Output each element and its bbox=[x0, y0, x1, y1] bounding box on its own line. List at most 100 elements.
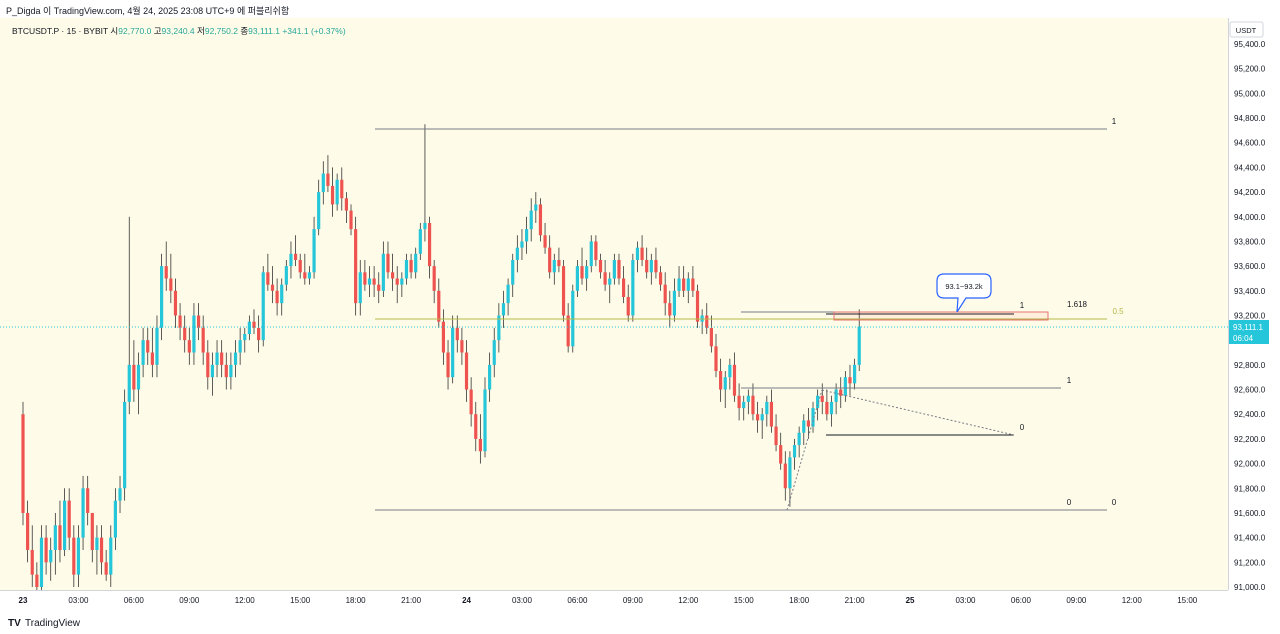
trend-dotted-up bbox=[786, 389, 823, 511]
candle-body bbox=[723, 377, 727, 390]
current-price-value: 93,111.1 bbox=[1233, 323, 1264, 332]
candle-body bbox=[580, 266, 584, 279]
candle-body bbox=[215, 352, 219, 365]
candle-body bbox=[109, 537, 113, 575]
fib2-label-1: 1 bbox=[1067, 376, 1072, 385]
candle-body bbox=[575, 266, 579, 291]
low-value: 92,750.2 bbox=[204, 26, 238, 36]
candle-body bbox=[848, 377, 852, 384]
close-value: 93,111.1 bbox=[248, 26, 280, 36]
price-tick-label: 95,000.0 bbox=[1234, 89, 1266, 98]
candle-body bbox=[247, 321, 251, 335]
candle-body bbox=[585, 266, 589, 279]
price-tick-label: 93,600.0 bbox=[1234, 262, 1266, 271]
candle-body bbox=[76, 537, 81, 575]
time-axis[interactable] bbox=[0, 590, 1228, 612]
candle-body bbox=[414, 253, 418, 273]
candle-body bbox=[437, 290, 441, 322]
candle-body bbox=[118, 488, 122, 501]
candle-body bbox=[21, 414, 25, 513]
candle-body bbox=[520, 241, 524, 248]
time-tick-label: 03:00 bbox=[955, 596, 976, 605]
candle-body bbox=[377, 284, 381, 291]
price-tick-label: 92,800.0 bbox=[1234, 361, 1266, 370]
candle-body bbox=[35, 574, 39, 587]
candle-body bbox=[44, 537, 48, 563]
time-tick-label: 15:00 bbox=[734, 596, 755, 605]
fib3-label-0: 0 bbox=[1020, 423, 1025, 432]
candle-body bbox=[469, 389, 473, 415]
candle-body bbox=[719, 371, 723, 390]
time-tick-label: 24 bbox=[462, 596, 471, 605]
open-value: 92,770.0 bbox=[118, 26, 152, 36]
candle-body bbox=[321, 173, 325, 193]
time-tick-labels: 23 03:00 06:00 09:00 12:00 15:00 18:00 21:00 24 0… bbox=[19, 596, 1198, 605]
candle-body bbox=[515, 247, 519, 260]
candle-body bbox=[238, 340, 242, 353]
publish-header: P_Digda 이 TradingView.com, 4월 24, 2025 2… bbox=[0, 0, 1280, 18]
currency-box[interactable]: USDT bbox=[1229, 21, 1264, 38]
candle-body bbox=[169, 278, 173, 291]
candle-body bbox=[252, 321, 256, 328]
candle-body bbox=[760, 414, 764, 421]
candle-body bbox=[113, 500, 117, 538]
candle-body bbox=[658, 272, 663, 285]
candle-body bbox=[548, 247, 552, 273]
candle-body bbox=[49, 549, 53, 563]
candle-body bbox=[742, 401, 746, 409]
candle-body bbox=[529, 210, 533, 230]
candle-body bbox=[765, 401, 769, 415]
candle-body bbox=[391, 272, 395, 279]
candle-body bbox=[552, 259, 556, 273]
price-axis[interactable] bbox=[1228, 18, 1280, 590]
change-value: +341.1 (+0.37%) bbox=[282, 26, 346, 36]
candle-body bbox=[293, 253, 298, 260]
time-tick-label: 03:00 bbox=[68, 596, 89, 605]
candle-body bbox=[173, 290, 178, 316]
candle-body bbox=[737, 395, 741, 409]
candle-body bbox=[257, 327, 261, 341]
candle-body bbox=[534, 204, 538, 211]
candle-body bbox=[566, 315, 570, 347]
candle-body bbox=[312, 229, 316, 273]
time-tick-label: 12:00 bbox=[235, 596, 256, 605]
candle-body bbox=[62, 500, 67, 550]
candle-body bbox=[640, 247, 644, 260]
candle-body bbox=[270, 284, 275, 291]
candle-body bbox=[446, 352, 450, 378]
candle-body bbox=[506, 284, 510, 304]
candle-body bbox=[608, 278, 612, 285]
candle-body bbox=[617, 259, 621, 279]
candle-body bbox=[183, 327, 187, 341]
candle-body bbox=[354, 229, 358, 304]
candle-body bbox=[857, 326, 861, 365]
tradingview-logo-icon: TV bbox=[8, 618, 21, 629]
candle-body bbox=[196, 315, 201, 328]
candle-body bbox=[39, 537, 44, 587]
candle-body bbox=[243, 334, 247, 341]
candle-body bbox=[141, 340, 145, 365]
candle-body bbox=[160, 266, 164, 328]
currency-label: USDT bbox=[1236, 26, 1257, 35]
price-tick-label: 93,400.0 bbox=[1234, 287, 1266, 296]
candle-body bbox=[307, 272, 312, 279]
candle-body bbox=[631, 259, 635, 316]
candle-body bbox=[769, 401, 774, 427]
time-tick-label: 21:00 bbox=[401, 596, 422, 605]
candle-body bbox=[783, 463, 787, 489]
time-tick-label: 12:00 bbox=[1122, 596, 1143, 605]
candle-body bbox=[497, 315, 501, 341]
candle-body bbox=[284, 266, 288, 285]
candle-body bbox=[123, 401, 127, 489]
candle-body bbox=[155, 327, 159, 365]
candle-body bbox=[201, 327, 205, 353]
candle-body bbox=[261, 272, 265, 341]
candle-body bbox=[626, 296, 630, 316]
candle-body bbox=[802, 420, 806, 433]
candle-body bbox=[820, 395, 824, 402]
candle-body bbox=[303, 272, 307, 279]
current-price-tag: 93,111.1 06:04 bbox=[1229, 320, 1269, 344]
chart-area[interactable] bbox=[0, 18, 1228, 590]
candle-body bbox=[663, 284, 667, 304]
candle-body bbox=[372, 278, 376, 285]
